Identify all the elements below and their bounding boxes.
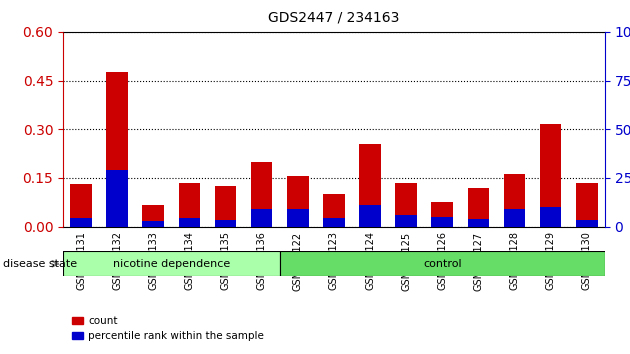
Text: control: control <box>423 259 462 269</box>
Bar <box>540 207 561 227</box>
Bar <box>576 183 598 227</box>
Bar <box>467 219 490 227</box>
Bar <box>503 174 525 227</box>
Text: GDS2447 / 234163: GDS2447 / 234163 <box>268 11 399 25</box>
Bar <box>359 205 381 227</box>
Bar <box>251 162 273 227</box>
Bar <box>178 218 200 227</box>
Bar <box>215 220 236 227</box>
Bar <box>323 194 345 227</box>
Bar <box>63 251 280 276</box>
Bar <box>323 218 345 227</box>
Bar <box>106 170 128 227</box>
Bar <box>287 209 309 227</box>
Bar <box>178 183 200 227</box>
Bar <box>432 217 453 227</box>
Bar <box>540 124 561 227</box>
Bar <box>395 183 417 227</box>
Bar <box>287 176 309 227</box>
Bar <box>70 184 92 227</box>
Bar <box>215 186 236 227</box>
Bar <box>395 215 417 227</box>
Text: nicotine dependence: nicotine dependence <box>113 259 230 269</box>
Bar <box>576 220 598 227</box>
Bar <box>142 221 164 227</box>
Bar <box>251 209 273 227</box>
Bar <box>467 188 490 227</box>
Text: disease state: disease state <box>3 259 77 269</box>
Bar <box>280 251 605 276</box>
Bar <box>432 202 453 227</box>
Legend: count, percentile rank within the sample: count, percentile rank within the sample <box>68 312 268 345</box>
Bar <box>359 144 381 227</box>
Bar <box>503 209 525 227</box>
Bar <box>142 205 164 227</box>
Bar <box>106 73 128 227</box>
Bar <box>70 218 92 227</box>
